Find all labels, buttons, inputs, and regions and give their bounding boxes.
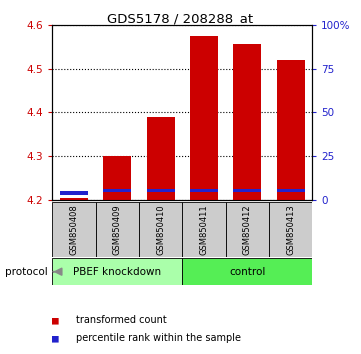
Bar [277, 60, 305, 200]
Bar [52, 258, 182, 285]
Text: transformed count: transformed count [76, 315, 166, 325]
Bar [52, 202, 96, 257]
Bar [190, 36, 218, 200]
Bar [233, 45, 261, 200]
Text: GSM850412: GSM850412 [243, 204, 252, 255]
Text: GSM850410: GSM850410 [156, 204, 165, 255]
Text: GSM850409: GSM850409 [113, 204, 122, 255]
Bar [60, 191, 88, 195]
Text: GSM850411: GSM850411 [200, 204, 208, 255]
Text: percentile rank within the sample: percentile rank within the sample [76, 333, 241, 343]
Bar [60, 198, 88, 200]
Bar [96, 202, 139, 257]
Text: GDS5178 / 208288_at: GDS5178 / 208288_at [108, 12, 253, 25]
Bar [182, 202, 226, 257]
Bar [182, 258, 312, 285]
Text: ■: ■ [52, 333, 59, 343]
Text: protocol: protocol [5, 267, 48, 277]
Text: PBEF knockdown: PBEF knockdown [73, 267, 161, 277]
Text: GSM850408: GSM850408 [70, 204, 78, 255]
Text: ■: ■ [52, 315, 59, 325]
Bar [103, 156, 131, 200]
Bar [277, 189, 305, 192]
Bar [226, 202, 269, 257]
Bar [139, 202, 182, 257]
Bar [190, 189, 218, 192]
Text: GSM850413: GSM850413 [286, 204, 295, 255]
Bar [269, 202, 312, 257]
Bar [103, 189, 131, 192]
Bar [147, 117, 175, 200]
Bar [147, 189, 175, 192]
Bar [233, 189, 261, 192]
Text: control: control [229, 267, 265, 277]
